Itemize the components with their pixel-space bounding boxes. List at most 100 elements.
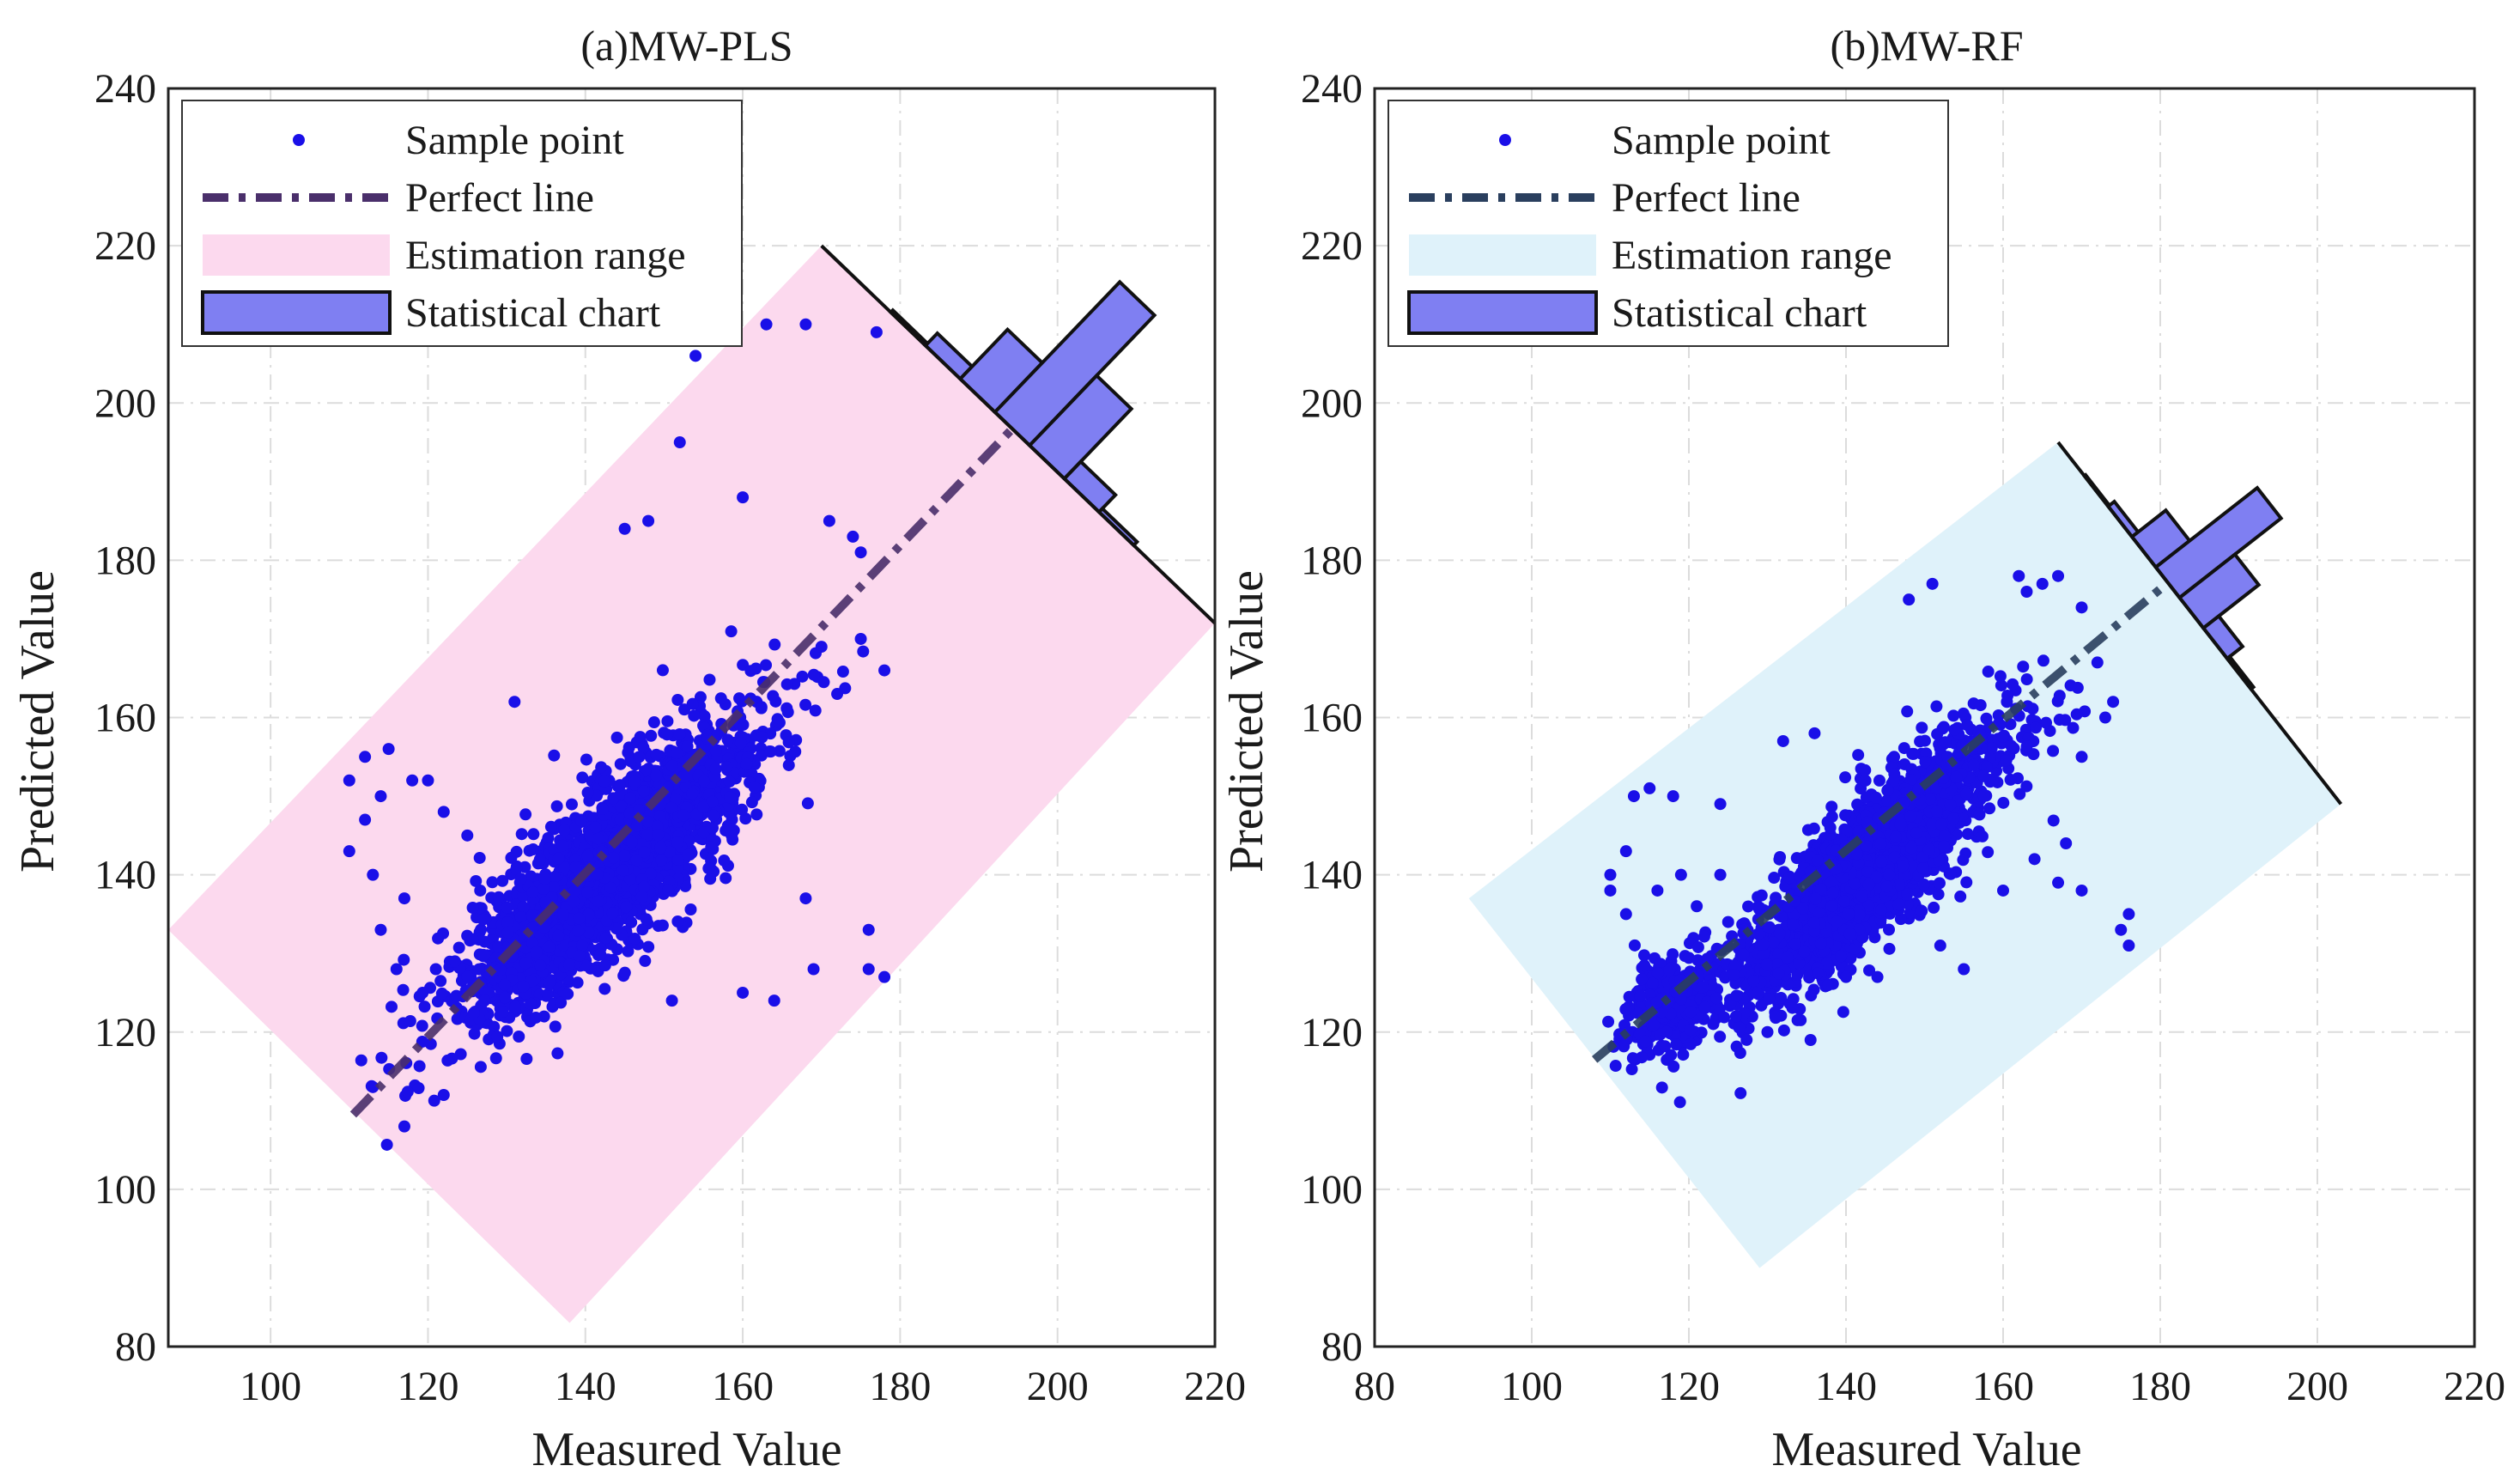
sample-point bbox=[724, 791, 737, 804]
sample-point bbox=[2060, 837, 2073, 849]
sample-point bbox=[552, 929, 565, 942]
sample-point bbox=[671, 836, 684, 848]
sample-point bbox=[1928, 901, 1940, 914]
sample-point bbox=[571, 976, 584, 989]
sample-point bbox=[2064, 679, 2077, 692]
sample-point bbox=[1734, 1047, 1746, 1060]
sample-point bbox=[1767, 936, 1780, 949]
sample-point bbox=[2001, 696, 2013, 709]
sample-point bbox=[2020, 586, 2033, 598]
sample-point bbox=[568, 895, 580, 908]
sample-point bbox=[684, 903, 697, 916]
sample-point bbox=[1922, 843, 1935, 856]
sample-point bbox=[644, 867, 657, 880]
legend-label: Statistical chart bbox=[1612, 290, 1867, 336]
sample-point bbox=[2017, 660, 2030, 673]
sample-point bbox=[1660, 1025, 1673, 1038]
sample-point bbox=[406, 774, 419, 787]
sample-point bbox=[514, 873, 527, 885]
sample-point bbox=[556, 909, 569, 921]
sample-point bbox=[1747, 975, 1760, 988]
sample-point bbox=[1916, 862, 1929, 875]
sample-point bbox=[725, 625, 738, 638]
sample-point bbox=[2098, 711, 2111, 724]
legend-symbol-statistical-chart bbox=[201, 290, 392, 335]
sample-point bbox=[1973, 808, 1986, 821]
sample-point bbox=[461, 829, 474, 842]
sample-point bbox=[467, 1007, 480, 1019]
sample-point bbox=[726, 813, 738, 826]
sample-point bbox=[807, 668, 820, 681]
sample-point bbox=[418, 1000, 431, 1013]
sample-point bbox=[2007, 678, 2019, 690]
sample-point bbox=[677, 809, 689, 822]
sample-point bbox=[2036, 577, 2049, 590]
sample-point bbox=[1634, 989, 1647, 1002]
sample-point bbox=[573, 949, 586, 962]
sample-point bbox=[563, 958, 576, 971]
sample-point bbox=[1636, 973, 1649, 986]
sample-point bbox=[1926, 577, 1939, 590]
sample-point bbox=[641, 829, 653, 842]
sample-point bbox=[1977, 789, 1990, 802]
sample-point bbox=[359, 813, 372, 826]
x-tick-label: 200 bbox=[2286, 1364, 2348, 1409]
sample-point bbox=[517, 980, 530, 993]
sample-point bbox=[1974, 699, 1987, 712]
sample-point bbox=[1665, 1049, 1678, 1061]
sample-point bbox=[514, 911, 527, 924]
sample-point bbox=[1934, 940, 1946, 952]
y-tick-label: 180 bbox=[1301, 538, 1363, 583]
legend-symbol-statistical-chart bbox=[1407, 290, 1598, 335]
sample-point bbox=[496, 874, 509, 887]
sample-point bbox=[847, 530, 859, 543]
sample-point bbox=[1840, 970, 1852, 983]
y-tick-label: 120 bbox=[94, 1010, 156, 1055]
sample-point bbox=[581, 886, 594, 899]
sample-point bbox=[1826, 886, 1839, 899]
sample-point bbox=[2028, 853, 2041, 866]
sample-point bbox=[1697, 930, 1710, 943]
sample-point bbox=[698, 775, 711, 788]
sample-point bbox=[634, 731, 647, 744]
sample-point bbox=[1639, 1035, 1652, 1048]
sample-point bbox=[517, 901, 530, 914]
sample-point bbox=[1862, 899, 1875, 912]
sample-point bbox=[1849, 877, 1861, 890]
sample-point bbox=[343, 774, 355, 787]
x-tick-label: 120 bbox=[1658, 1364, 1720, 1409]
sample-point bbox=[671, 854, 684, 867]
sample-point bbox=[1957, 707, 1970, 720]
sample-point bbox=[2107, 696, 2120, 709]
sample-point bbox=[538, 873, 551, 885]
sample-point bbox=[831, 688, 844, 701]
sample-point bbox=[565, 798, 578, 811]
y-tick-label: 140 bbox=[94, 853, 156, 898]
sample-point bbox=[1887, 751, 1900, 763]
sample-point bbox=[637, 785, 650, 798]
sample-point bbox=[705, 841, 718, 854]
x-tick-label: 140 bbox=[555, 1364, 616, 1409]
axes-frame bbox=[167, 87, 1217, 1348]
panel-mw-pls: (a)MW-PLS Measured Value Predicted Value… bbox=[11, 21, 1246, 1476]
sample-point bbox=[555, 996, 568, 1009]
sample-point bbox=[580, 753, 592, 766]
y-tick-label: 80 bbox=[115, 1324, 156, 1370]
sample-point bbox=[1763, 993, 1776, 1006]
sample-point bbox=[688, 709, 701, 722]
y-tick-label: 160 bbox=[1301, 696, 1363, 741]
sample-point bbox=[492, 891, 505, 903]
sample-point bbox=[665, 994, 678, 1007]
sample-point bbox=[398, 892, 410, 905]
sample-point bbox=[558, 861, 571, 874]
sample-point bbox=[782, 736, 795, 749]
sample-point bbox=[878, 970, 891, 983]
sample-point bbox=[1684, 1024, 1697, 1037]
sample-point bbox=[613, 779, 626, 792]
sample-point bbox=[1855, 890, 1868, 903]
sample-point bbox=[1930, 700, 1943, 713]
sample-point bbox=[1646, 976, 1659, 989]
sample-point bbox=[486, 876, 499, 889]
sample-point bbox=[1889, 830, 1902, 843]
sample-point bbox=[1685, 1006, 1697, 1019]
